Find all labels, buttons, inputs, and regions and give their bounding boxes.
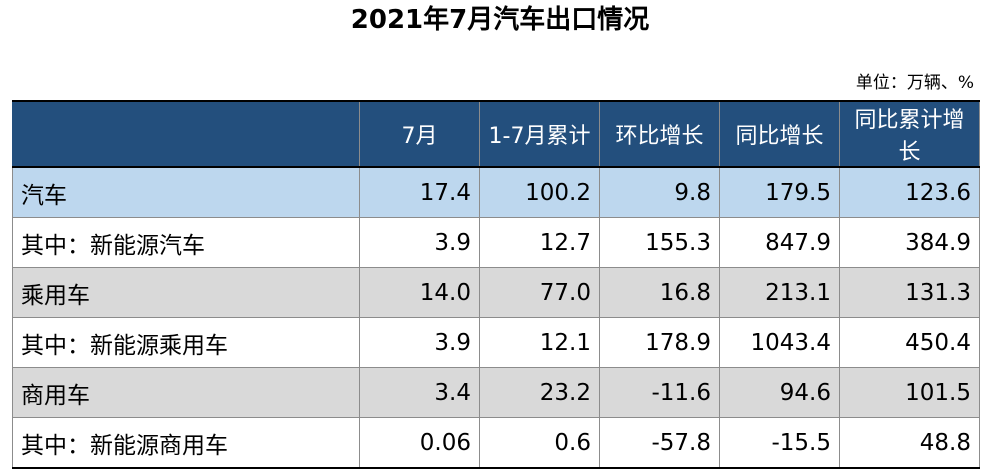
cell-ytd: 12.1 <box>479 317 600 368</box>
cell-mom: -11.6 <box>599 367 720 418</box>
table-row: 商用车 3.4 23.2 -11.6 94.6 101.5 <box>12 367 980 418</box>
cell-ytd: 0.6 <box>479 417 600 469</box>
cell-yoy: 94.6 <box>719 367 840 418</box>
cell-month: 17.4 <box>359 166 480 218</box>
header-corner <box>12 100 360 168</box>
cell-yoy: 1043.4 <box>719 317 840 368</box>
header-mom: 环比增长 <box>599 100 720 168</box>
cell-month: 3.9 <box>359 217 480 268</box>
row-label: 其中：新能源乘用车 <box>12 317 360 368</box>
cell-yoy: -15.5 <box>719 417 840 469</box>
cell-ytd: 12.7 <box>479 217 600 268</box>
cell-ytd: 77.0 <box>479 267 600 318</box>
header-yoy: 同比增长 <box>719 100 840 168</box>
cell-mom: -57.8 <box>599 417 720 469</box>
export-table: 7月 1-7月累计 环比增长 同比增长 同比累计增长 汽车 17.4 100.2… <box>12 100 980 469</box>
cell-yoy-ytd: 48.8 <box>839 417 980 469</box>
cell-mom: 178.9 <box>599 317 720 368</box>
cell-month: 14.0 <box>359 267 480 318</box>
cell-yoy: 179.5 <box>719 166 840 218</box>
cell-month: 0.06 <box>359 417 480 469</box>
cell-ytd: 100.2 <box>479 166 600 218</box>
row-label: 汽车 <box>12 166 360 218</box>
cell-mom: 16.8 <box>599 267 720 318</box>
table-row: 乘用车 14.0 77.0 16.8 213.1 131.3 <box>12 267 980 318</box>
cell-yoy: 213.1 <box>719 267 840 318</box>
row-label: 商用车 <box>12 367 360 418</box>
header-month: 7月 <box>359 100 480 168</box>
header-ytd: 1-7月累计 <box>479 100 600 168</box>
table-row: 其中：新能源汽车 3.9 12.7 155.3 847.9 384.9 <box>12 217 980 268</box>
row-label: 其中：新能源汽车 <box>12 217 360 268</box>
cell-yoy-ytd: 101.5 <box>839 367 980 418</box>
page-title: 2021年7月汽车出口情况 <box>350 5 650 35</box>
cell-month: 3.4 <box>359 367 480 418</box>
row-label: 其中：新能源商用车 <box>12 417 360 469</box>
cell-yoy-ytd: 123.6 <box>839 166 980 218</box>
table-row: 其中：新能源乘用车 3.9 12.1 178.9 1043.4 450.4 <box>12 317 980 368</box>
cell-mom: 155.3 <box>599 217 720 268</box>
cell-yoy: 847.9 <box>719 217 840 268</box>
table-header-row: 7月 1-7月累计 环比增长 同比增长 同比累计增长 <box>12 100 980 168</box>
row-label: 乘用车 <box>12 267 360 318</box>
cell-ytd: 23.2 <box>479 367 600 418</box>
table-row: 其中：新能源商用车 0.06 0.6 -57.8 -15.5 48.8 <box>12 417 980 469</box>
cell-yoy-ytd: 384.9 <box>839 217 980 268</box>
cell-yoy-ytd: 131.3 <box>839 267 980 318</box>
unit-note: 单位：万辆、% <box>855 73 974 93</box>
cell-mom: 9.8 <box>599 166 720 218</box>
header-yoy-ytd: 同比累计增长 <box>839 100 980 168</box>
cell-month: 3.9 <box>359 317 480 368</box>
table-row: 汽车 17.4 100.2 9.8 179.5 123.6 <box>12 166 980 218</box>
cell-yoy-ytd: 450.4 <box>839 317 980 368</box>
